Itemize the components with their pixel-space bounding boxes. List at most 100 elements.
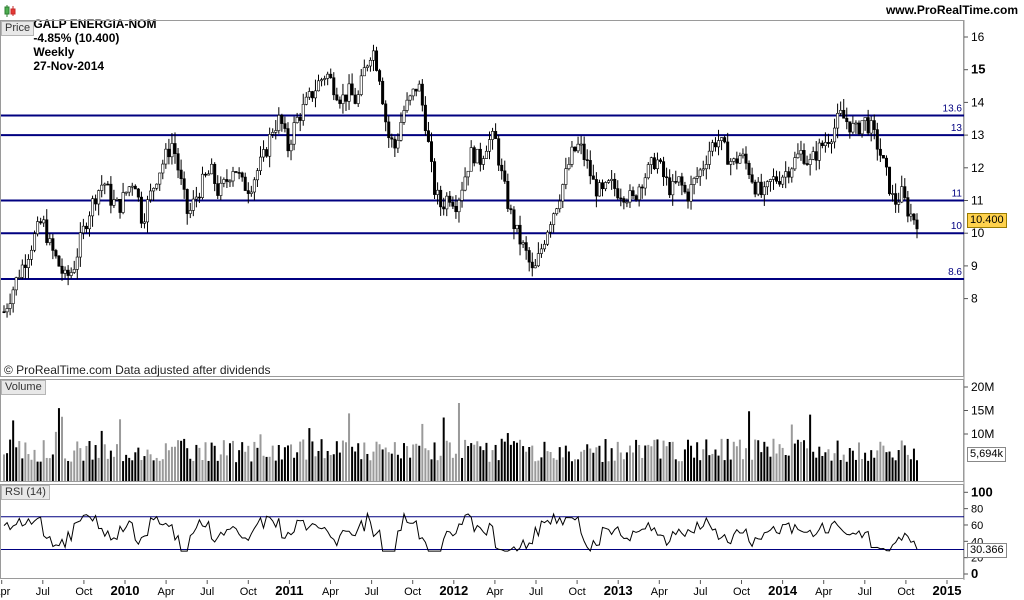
candle-body xyxy=(429,141,433,162)
candle-body xyxy=(326,73,330,79)
candle-body xyxy=(848,121,852,133)
x-tick-label: 2010 xyxy=(111,583,140,598)
candle-body xyxy=(500,164,504,172)
candle-body xyxy=(689,184,693,202)
rsi-tick-label: 100 xyxy=(971,484,993,499)
candle-body xyxy=(597,182,601,197)
candle-body xyxy=(866,117,870,134)
candle-body xyxy=(881,155,885,159)
level-label: 13.6 xyxy=(943,103,963,114)
candle-body xyxy=(768,179,772,182)
candle-body xyxy=(420,83,424,106)
candle-body xyxy=(14,277,18,291)
site-url[interactable]: www.ProRealTime.com xyxy=(885,3,1018,17)
candle-body xyxy=(744,153,748,164)
candle-body xyxy=(665,176,669,179)
rsi-tick-label: 60 xyxy=(971,520,983,532)
candle-body xyxy=(200,173,204,198)
candle-body xyxy=(591,175,595,180)
candle-body xyxy=(228,180,232,183)
candle-body xyxy=(66,269,70,276)
candle-body xyxy=(133,185,137,190)
candle-body xyxy=(222,179,226,184)
candle-body xyxy=(335,94,339,101)
candle-body xyxy=(765,181,769,188)
candle-body xyxy=(622,198,626,203)
candle-body xyxy=(78,232,82,258)
candle-body xyxy=(817,142,821,161)
candle-body xyxy=(790,168,794,178)
x-tick-label: Oct xyxy=(569,586,586,598)
candle-body xyxy=(793,157,797,170)
candle-body xyxy=(542,243,546,250)
x-tick-label: Apr xyxy=(158,586,175,598)
candle-body xyxy=(387,121,391,139)
candle-body xyxy=(191,198,195,211)
candle-body xyxy=(399,122,403,141)
level-label: 10 xyxy=(951,221,963,232)
candle-body xyxy=(91,198,95,217)
candle-body xyxy=(894,193,898,205)
candle-body xyxy=(842,109,846,119)
candle-body xyxy=(365,65,369,68)
candle-body xyxy=(875,129,879,150)
candle-body xyxy=(11,289,15,304)
candle-body xyxy=(94,198,98,205)
candle-body xyxy=(607,180,611,183)
volume-tick-label: 20M xyxy=(971,380,994,394)
candle-body xyxy=(762,186,766,196)
candle-body xyxy=(384,103,388,123)
candle-body xyxy=(23,264,27,268)
candle-body xyxy=(277,115,281,131)
candle-body xyxy=(802,150,806,164)
rsi-line xyxy=(3,511,918,553)
candle-body xyxy=(698,169,702,177)
candle-body xyxy=(680,176,684,186)
candle-body xyxy=(167,148,171,158)
price-tick-label: 12 xyxy=(971,161,985,175)
price-tick-label: 13 xyxy=(971,128,985,142)
candle-body xyxy=(188,210,192,214)
x-tick-label: Jul xyxy=(693,586,707,598)
candle-body xyxy=(628,190,632,203)
candle-body xyxy=(570,146,574,165)
candle-body xyxy=(515,224,519,230)
candle-body xyxy=(759,181,763,196)
candle-body xyxy=(729,161,733,165)
candle-body xyxy=(411,88,415,97)
candle-body xyxy=(662,161,666,178)
candle-body xyxy=(33,233,37,251)
candle-body xyxy=(146,199,150,223)
x-tick-label: 2015 xyxy=(933,583,962,598)
candle-body xyxy=(738,155,742,164)
candle-body xyxy=(655,159,659,170)
x-tick-label: Apr xyxy=(486,586,503,598)
candle-body xyxy=(494,131,498,139)
candle-body xyxy=(549,224,553,233)
candle-body xyxy=(36,221,40,235)
candle-body xyxy=(170,143,174,158)
candle-body xyxy=(506,181,510,209)
candle-body xyxy=(87,215,91,230)
candle-body xyxy=(826,142,830,144)
candle-body xyxy=(368,59,372,67)
candle-body xyxy=(307,91,311,98)
candle-body xyxy=(207,173,211,176)
candle-body xyxy=(860,120,864,135)
candle-body xyxy=(408,95,412,101)
candle-body xyxy=(823,142,827,146)
last-price-badge: 10.400 xyxy=(967,213,1007,228)
candle-body xyxy=(659,159,663,162)
candle-body xyxy=(854,122,858,125)
candle-body xyxy=(54,250,58,257)
candle-body xyxy=(185,189,189,214)
candle-body xyxy=(491,131,495,140)
candle-body xyxy=(292,122,296,145)
candle-body xyxy=(457,200,461,213)
candle-body xyxy=(533,265,537,269)
candle-body xyxy=(503,170,507,182)
candle-body xyxy=(585,159,589,161)
candle-body xyxy=(625,201,629,204)
candle-logo-icon xyxy=(4,5,16,17)
candle-body xyxy=(130,185,134,188)
